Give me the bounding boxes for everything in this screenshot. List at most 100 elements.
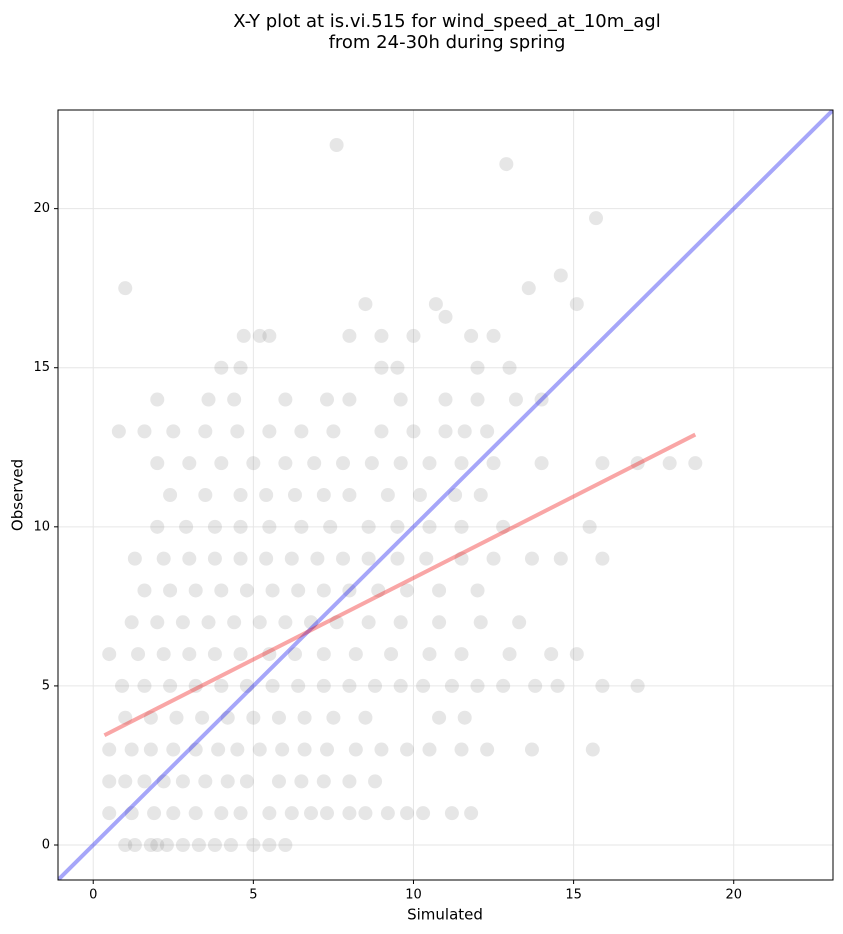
point: [342, 328, 357, 343]
point: [486, 328, 501, 343]
point: [252, 742, 267, 757]
point: [390, 360, 405, 375]
point: [361, 551, 376, 566]
point: [214, 583, 229, 598]
chart-subtitle: from 24-30h during spring: [329, 32, 566, 53]
point: [278, 838, 293, 852]
point: [400, 806, 415, 821]
point: [252, 615, 267, 630]
point: [534, 392, 549, 407]
point: [294, 424, 309, 439]
point: [438, 424, 453, 439]
point: [220, 774, 235, 789]
point: [329, 138, 344, 152]
point: [230, 424, 245, 439]
point: [188, 678, 203, 693]
point: [214, 806, 229, 821]
point: [150, 838, 165, 852]
point: [163, 678, 178, 693]
point: [259, 551, 274, 566]
point: [473, 615, 488, 630]
point: [358, 806, 373, 821]
point: [374, 742, 389, 757]
point: [480, 424, 495, 439]
point: [262, 519, 277, 534]
point: [448, 488, 463, 502]
y-tick-label: 15: [33, 360, 50, 375]
x-tick-label: 15: [565, 888, 582, 903]
point: [239, 583, 254, 598]
point: [550, 678, 565, 693]
y-tick-label: 0: [42, 838, 50, 853]
point: [147, 806, 162, 821]
point: [416, 806, 431, 821]
point: [336, 551, 351, 566]
point: [227, 615, 242, 630]
point: [262, 647, 277, 662]
point: [118, 774, 133, 789]
point: [595, 456, 610, 471]
point: [380, 806, 395, 821]
point: [470, 583, 485, 598]
point: [118, 710, 133, 725]
point: [118, 838, 133, 852]
point: [342, 774, 357, 789]
point: [239, 774, 254, 789]
point: [336, 456, 351, 471]
point: [188, 806, 203, 821]
point: [214, 360, 229, 375]
point: [294, 519, 309, 534]
point: [595, 678, 610, 693]
point: [454, 456, 469, 471]
point: [143, 838, 158, 852]
point: [163, 583, 178, 598]
point: [406, 328, 421, 343]
point: [508, 392, 523, 407]
point: [278, 456, 293, 471]
point: [156, 647, 171, 662]
point: [320, 392, 335, 407]
point: [191, 838, 206, 852]
point: [262, 424, 277, 439]
point: [589, 211, 604, 226]
point: [246, 710, 261, 725]
point: [374, 424, 389, 439]
x-axis-label: Simulated: [407, 906, 483, 924]
point: [233, 488, 248, 502]
x-tick-label: 5: [249, 888, 257, 903]
point: [342, 488, 357, 502]
point: [291, 678, 306, 693]
point: [364, 456, 379, 471]
point: [278, 392, 293, 407]
point: [553, 551, 568, 566]
point: [303, 615, 318, 630]
point: [524, 551, 539, 566]
point: [166, 424, 181, 439]
point: [320, 806, 335, 821]
point: [198, 424, 213, 439]
point: [310, 551, 325, 566]
point: [207, 647, 222, 662]
point: [166, 742, 181, 757]
point: [393, 678, 408, 693]
point: [464, 328, 479, 343]
point: [265, 583, 280, 598]
point: [438, 392, 453, 407]
point: [326, 710, 341, 725]
point: [287, 647, 302, 662]
point: [124, 806, 139, 821]
point: [137, 424, 152, 439]
point: [528, 678, 543, 693]
point: [233, 519, 248, 534]
point: [496, 519, 511, 534]
point: [544, 647, 559, 662]
point: [393, 615, 408, 630]
point: [188, 742, 203, 757]
point: [252, 328, 267, 343]
point: [175, 615, 190, 630]
point: [265, 678, 280, 693]
point: [297, 710, 312, 725]
point: [207, 838, 222, 852]
point: [348, 647, 363, 662]
point: [342, 583, 357, 598]
